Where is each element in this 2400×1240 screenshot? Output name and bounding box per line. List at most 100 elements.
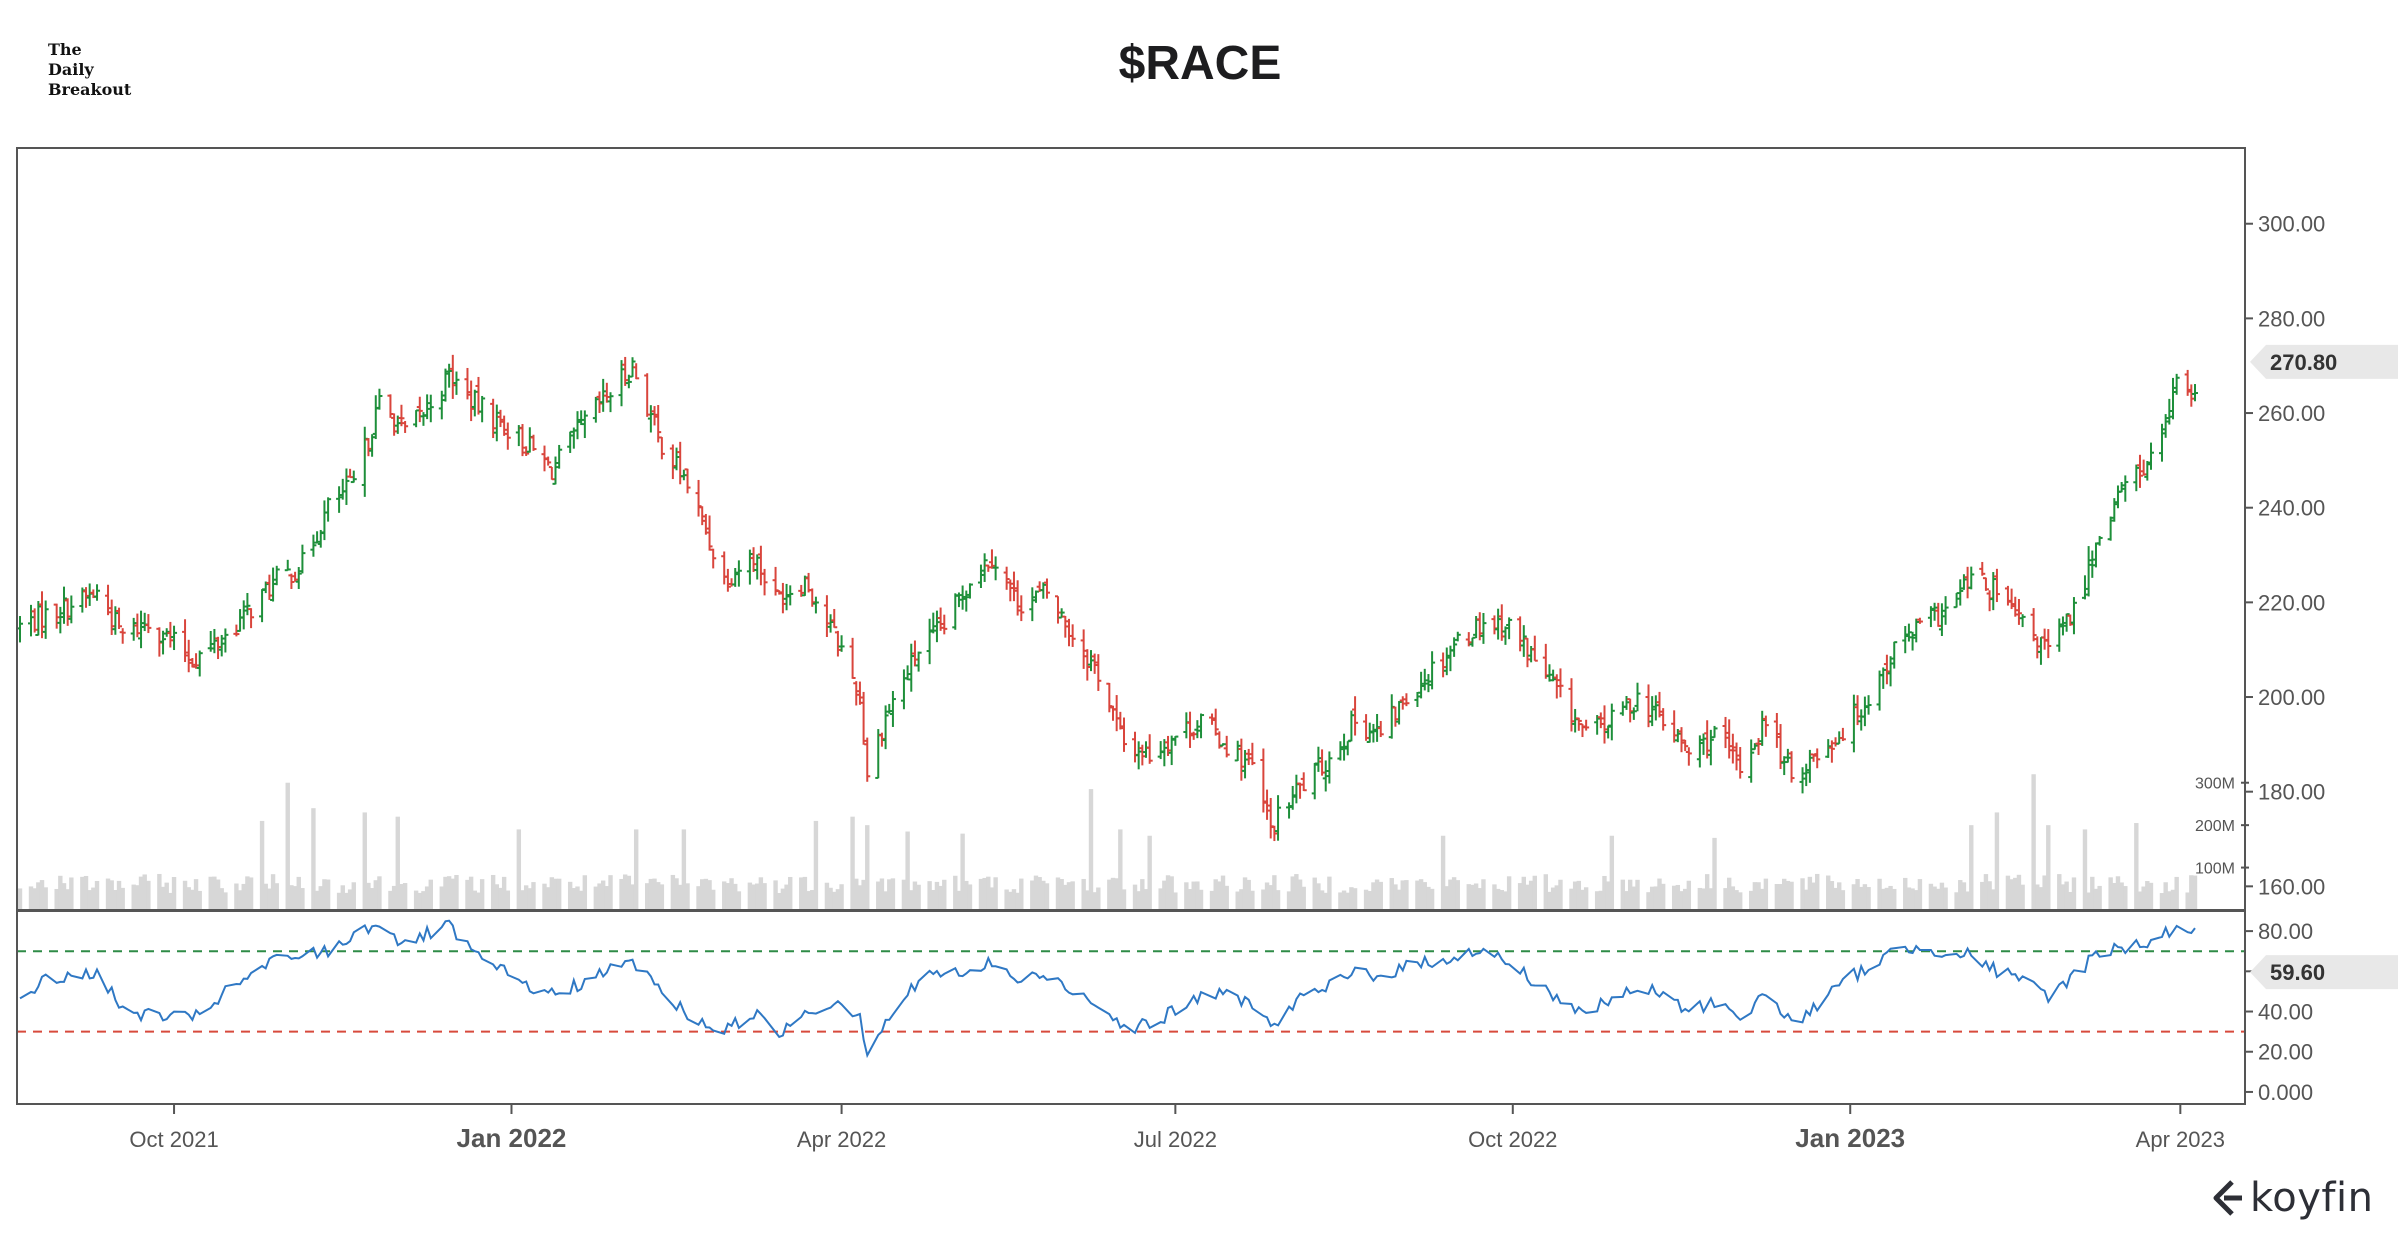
ohlc-bar bbox=[2188, 384, 2195, 407]
volume-bar bbox=[890, 878, 896, 910]
ohlc-bar bbox=[1363, 714, 1370, 741]
ohlc-bar bbox=[988, 549, 995, 569]
volume-bar bbox=[670, 874, 676, 910]
ohlc-bar bbox=[809, 588, 816, 607]
volume-bar bbox=[43, 887, 48, 910]
volume-bar bbox=[865, 825, 870, 910]
volume-bar bbox=[215, 879, 221, 910]
ohlc-bar bbox=[1429, 651, 1436, 690]
volume-bar bbox=[1426, 886, 1431, 910]
ohlc-bar bbox=[1425, 674, 1432, 693]
ohlc-bar bbox=[2012, 596, 2019, 617]
volume-bar bbox=[1829, 881, 1835, 910]
volume-bar bbox=[2046, 825, 2051, 910]
ohlc-bar bbox=[196, 650, 203, 677]
volume-bar bbox=[446, 876, 452, 910]
ohlc-bar bbox=[1080, 629, 1087, 669]
ohlc-bar bbox=[1909, 631, 1916, 651]
volume-bar bbox=[2064, 881, 2069, 910]
volume-bar bbox=[58, 875, 63, 910]
volume-bar bbox=[234, 883, 239, 910]
ohlc-bar bbox=[1440, 652, 1447, 678]
ohlc-bar bbox=[1370, 723, 1377, 743]
ohlc-bar bbox=[413, 409, 420, 428]
ohlc-bar bbox=[1421, 668, 1428, 691]
ohlc-bar bbox=[1161, 739, 1168, 767]
volume-bar bbox=[707, 880, 712, 910]
ohlc-bar bbox=[160, 630, 167, 655]
volume-bar bbox=[960, 833, 965, 910]
volume-bar bbox=[1815, 873, 1820, 910]
ohlc-bar bbox=[171, 625, 178, 651]
volume-bar bbox=[1763, 878, 1769, 910]
ohlc-bar bbox=[479, 395, 486, 423]
ohlc-bar bbox=[1876, 670, 1883, 711]
volume-bar bbox=[465, 879, 470, 910]
ohlc-bar bbox=[1696, 735, 1703, 768]
volume-bar bbox=[116, 880, 122, 910]
volume-bar bbox=[2115, 876, 2121, 910]
ohlc-bar bbox=[1242, 750, 1249, 779]
volume-bar bbox=[1521, 876, 1526, 910]
ohlc-bar bbox=[350, 470, 357, 484]
volume-bar bbox=[1609, 835, 1615, 910]
volume-bar bbox=[1525, 884, 1530, 910]
volume-bar bbox=[622, 874, 628, 910]
volume-bar bbox=[1239, 889, 1244, 910]
volume-bar bbox=[678, 884, 683, 910]
ohlc-bar bbox=[581, 410, 588, 439]
ohlc-bar bbox=[1982, 577, 1989, 591]
volume-bar bbox=[1173, 892, 1178, 910]
ohlc-bar bbox=[1630, 707, 1637, 720]
ohlc-bar bbox=[163, 628, 170, 637]
volume-bar bbox=[810, 890, 815, 910]
brand-logo: The Daily Breakout bbox=[48, 40, 131, 100]
ohlc-bar bbox=[1520, 625, 1527, 657]
volume-bar bbox=[685, 883, 690, 910]
ohlc-bar bbox=[823, 595, 830, 638]
volume-bar bbox=[1932, 886, 1937, 910]
ohlc-bar bbox=[926, 618, 933, 665]
ohlc-bar bbox=[1825, 739, 1832, 758]
ohlc-bar bbox=[134, 613, 141, 638]
ohlc-bar bbox=[625, 374, 632, 389]
volume-bar bbox=[2148, 882, 2154, 910]
ohlc-bar bbox=[1319, 749, 1326, 776]
ohlc-bar bbox=[446, 363, 453, 388]
volume-bar bbox=[1404, 880, 1409, 910]
volume-bar bbox=[274, 883, 279, 910]
volume-bar bbox=[780, 888, 786, 910]
volume-bar bbox=[270, 874, 276, 910]
volume-bar bbox=[1323, 892, 1328, 910]
volume-bar bbox=[157, 873, 162, 910]
volume-bar bbox=[2005, 875, 2011, 910]
volume-bar bbox=[1030, 880, 1035, 910]
volume-bar bbox=[369, 888, 375, 910]
price-ohlc-bars bbox=[17, 354, 2198, 842]
ohlc-bar bbox=[449, 354, 456, 399]
volume-bar bbox=[523, 885, 529, 910]
volume-bar bbox=[1297, 879, 1303, 910]
volume-bar bbox=[982, 877, 987, 910]
ohlc-bar bbox=[684, 468, 691, 494]
ohlc-bar bbox=[1007, 579, 1014, 602]
ohlc-bar bbox=[1656, 691, 1663, 718]
volume-bar bbox=[883, 891, 888, 910]
ohlc-bar bbox=[1828, 740, 1835, 763]
ohlc-bar bbox=[655, 405, 662, 443]
volume-bar bbox=[443, 876, 448, 910]
volume-bar bbox=[531, 882, 536, 910]
volume-bar bbox=[2123, 886, 2128, 910]
ohlc-bar bbox=[1762, 715, 1769, 737]
ohlc-bar bbox=[424, 394, 431, 420]
volume-bar bbox=[1987, 881, 1992, 910]
volume-bar bbox=[501, 876, 507, 910]
ohlc-bar bbox=[1322, 760, 1329, 792]
ohlc-bar bbox=[856, 681, 863, 705]
ohlc-bar bbox=[787, 585, 794, 606]
volume-bar bbox=[1704, 874, 1710, 910]
ohlc-bar bbox=[1403, 693, 1410, 707]
ohlc-bar bbox=[1883, 654, 1890, 685]
ohlc-bar bbox=[1968, 566, 1975, 590]
volume-bar bbox=[2167, 891, 2172, 910]
